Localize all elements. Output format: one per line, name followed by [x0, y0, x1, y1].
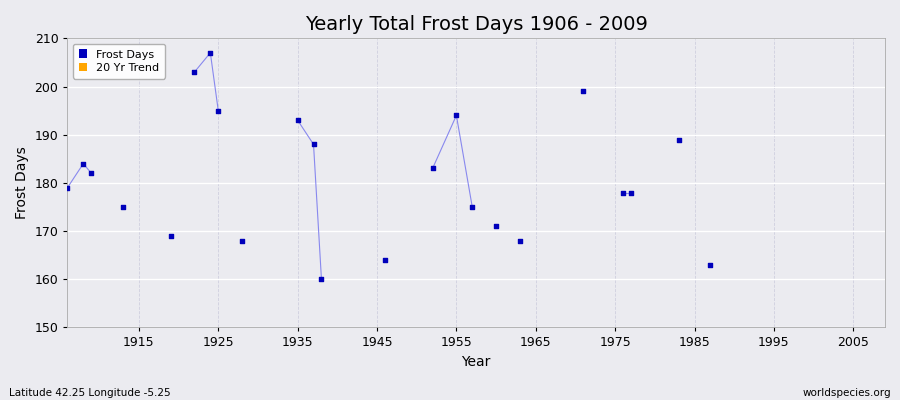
Point — [164, 233, 178, 239]
Legend: Frost Days, 20 Yr Trend: Frost Days, 20 Yr Trend — [73, 44, 165, 78]
Point — [671, 136, 686, 143]
Text: Latitude 42.25 Longitude -5.25: Latitude 42.25 Longitude -5.25 — [9, 388, 171, 398]
Y-axis label: Frost Days: Frost Days — [15, 146, 29, 219]
Text: worldspecies.org: worldspecies.org — [803, 388, 891, 398]
Title: Yearly Total Frost Days 1906 - 2009: Yearly Total Frost Days 1906 - 2009 — [305, 15, 648, 34]
Point — [203, 50, 218, 56]
Point — [291, 117, 305, 124]
X-axis label: Year: Year — [462, 355, 490, 369]
Point — [84, 170, 98, 176]
Point — [187, 69, 202, 75]
Point — [306, 141, 320, 148]
Point — [513, 238, 527, 244]
Point — [576, 88, 590, 94]
Point — [703, 262, 717, 268]
Point — [212, 108, 226, 114]
Point — [465, 204, 480, 210]
Point — [449, 112, 464, 119]
Point — [60, 184, 75, 191]
Point — [116, 204, 130, 210]
Point — [624, 189, 638, 196]
Point — [76, 160, 91, 167]
Point — [426, 165, 440, 172]
Point — [616, 189, 630, 196]
Point — [314, 276, 328, 282]
Point — [489, 223, 503, 230]
Point — [235, 238, 249, 244]
Point — [378, 257, 392, 263]
